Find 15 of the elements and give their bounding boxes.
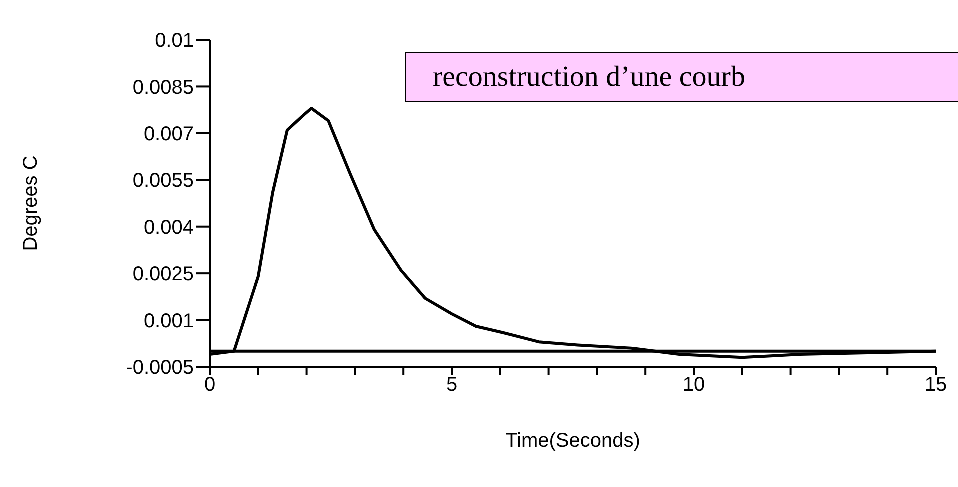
y-tick-label: 0.001 — [144, 310, 194, 332]
y-tick-label: 0.004 — [144, 216, 194, 239]
y-tick-label: 0.007 — [144, 124, 194, 146]
y-tick-label: 0.0055 — [132, 170, 194, 192]
y-tick-label: 0.01 — [155, 30, 194, 52]
x-tick-label: 0 — [204, 374, 216, 396]
x-tick-label: 10 — [682, 374, 706, 396]
y-tick-label: 0.0085 — [132, 76, 194, 99]
y-tick-label: -0.0005 — [126, 357, 194, 380]
y-tick-label: 0.0025 — [132, 264, 194, 286]
x-axis-title: Time(Seconds) — [506, 430, 640, 452]
x-tick-label: 15 — [924, 374, 948, 396]
x-tick-label: 5 — [446, 374, 458, 396]
y-axis-title: Degrees C — [20, 156, 42, 252]
annotation: reconstruction d’une courb — [433, 60, 746, 95]
